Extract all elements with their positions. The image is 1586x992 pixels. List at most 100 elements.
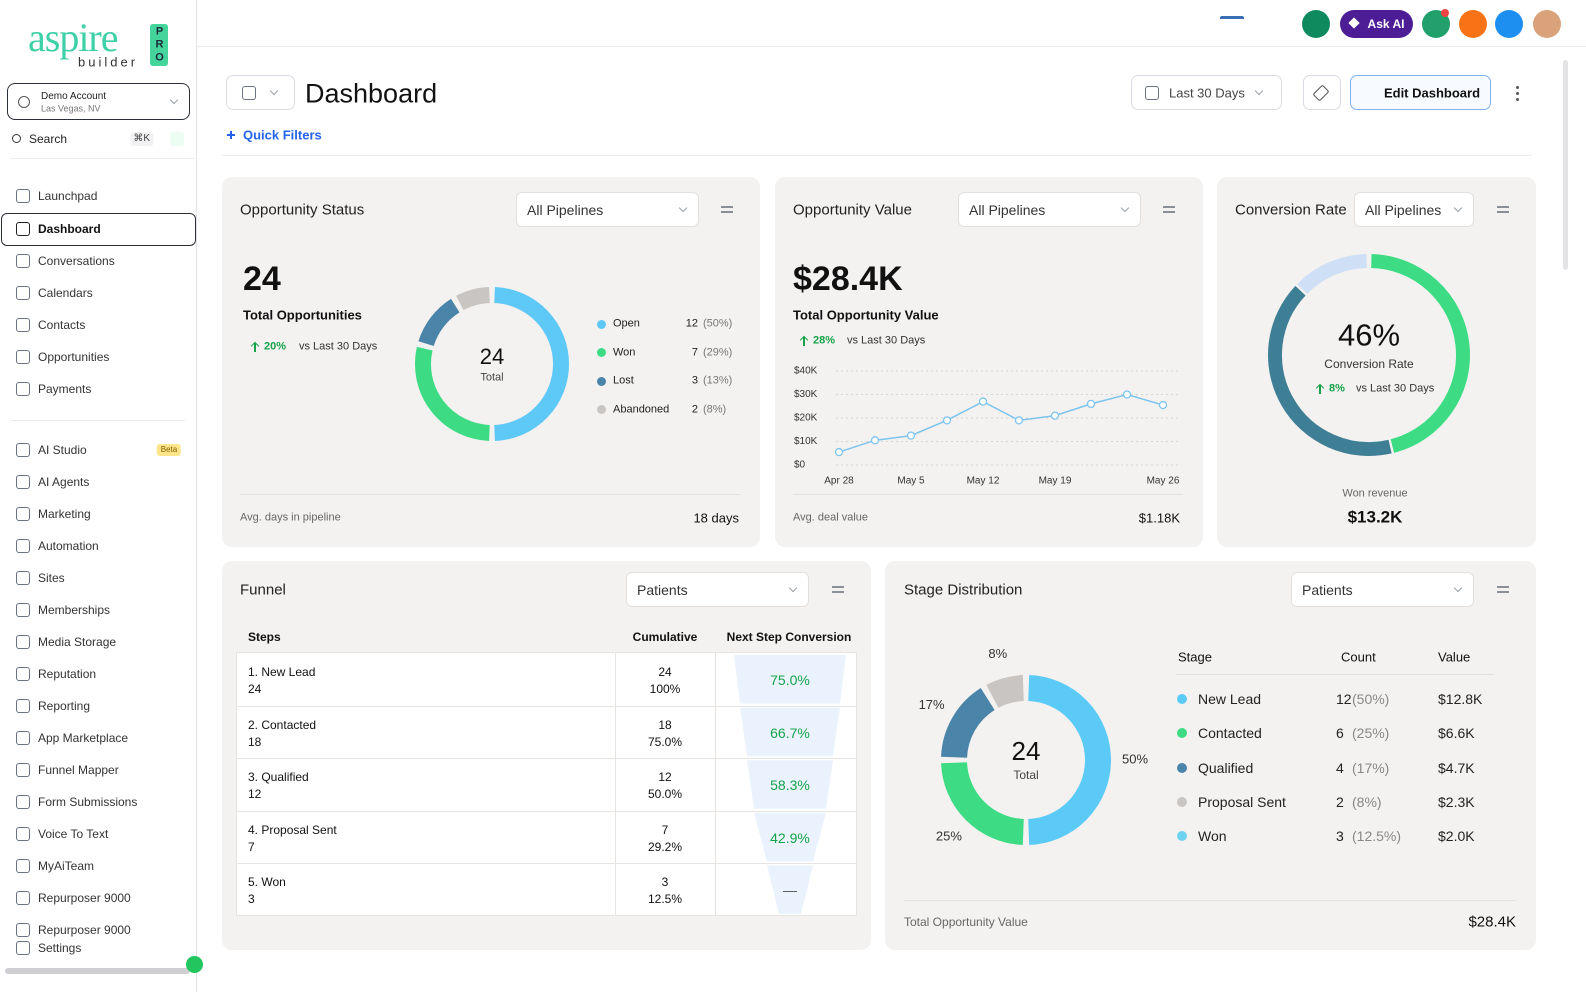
nav-label: Opportunities [38,350,110,364]
nav-item[interactable] [4,934,190,962]
metric-value: 24 [243,260,281,298]
donut-segment [494,287,569,441]
nav-icon [16,941,30,955]
trend-value: 20% [264,340,287,353]
nav-icon [16,731,30,745]
x-tick-label: May 5 [897,476,925,487]
y-tick-label: $40K [794,366,818,377]
card-title: Opportunity Value [793,201,912,219]
notifications-button[interactable] [1459,10,1487,38]
edit-dashboard-button[interactable] [1350,75,1491,110]
account-switcher[interactable] [7,83,190,120]
funnel-step [734,655,846,704]
nav-icon [16,891,30,905]
legend-share: (8%) [703,403,727,415]
card-title: Stage Distribution [904,581,1023,599]
line-chart: $0 $10K $20K $30K $40K Apr 28 May 5 May 12 May 1… [794,366,1180,487]
trend-arrow [803,337,805,346]
logo-badge [150,24,168,66]
gauge-value-label: 46% [1337,317,1401,353]
footer-label: Avg. days in pipeline [240,511,341,524]
footer-value: 18 days [693,510,739,526]
donut-center-label: Total [1013,768,1039,782]
date-range-select[interactable] [1131,75,1282,110]
nav-icon [16,603,30,617]
settings-icon [1163,211,1175,213]
column-header: Value [1438,649,1471,665]
filter-label: All Pipelines [1365,202,1442,218]
filter-select[interactable] [1291,572,1474,607]
stage-share: (25%) [1352,725,1390,742]
stage-count: 6 [1336,725,1344,742]
collapse-button[interactable] [186,956,203,973]
nav-item[interactable] [4,279,190,307]
conversion-rate: 42.9% [770,829,810,846]
donut-segment [415,346,490,441]
logo-tagline: builder [78,54,139,70]
filter-label: All Pipelines [527,202,604,218]
nav-item[interactable] [4,468,190,496]
settings-icon [1497,586,1509,588]
stage-name: New Lead [1198,691,1262,707]
cumulative-count: 24 [658,665,672,679]
filter-select[interactable] [516,192,699,227]
nav-item[interactable] [4,852,190,880]
footer-value: $1.18K [1138,510,1180,526]
x-tick-label: May 26 [1147,476,1180,487]
step-count: 18 [248,734,262,749]
card-title: Opportunity Status [240,201,365,219]
nav-label: Conversations [38,254,115,268]
nav-label: Reputation [38,667,97,681]
card-title: Conversion Rate [1235,201,1347,219]
line-series [838,393,1164,453]
nav-icon [16,382,30,396]
legend-count: 2 [691,403,698,415]
nav-item[interactable] [4,564,190,592]
card-divider [793,494,1183,495]
nav-item[interactable] [4,500,190,528]
stage-value: $2.0K [1438,828,1475,845]
edit-dashboard-label: Edit Dashboard [1383,85,1481,101]
stage-value: $12.8K [1438,691,1483,707]
nav-item[interactable] [4,311,190,339]
donut-label: 17% [919,697,945,712]
filter-select[interactable] [1354,192,1474,227]
logo-badge-text: PRO [153,25,166,65]
donut-chart: 50% 25% 17% 8% [919,646,1148,845]
donut-segment [941,688,996,759]
won-label: Won revenue [1342,487,1408,500]
page-title: Dashboard [305,78,438,109]
step-name: 3. Qualified [248,770,309,785]
nav-icon [16,763,30,777]
row-divider [236,810,857,812]
stage-share: (12.5%) [1352,828,1402,845]
stage-value: $2.3K [1438,793,1475,810]
donut-segment [418,298,460,347]
nav-icon [16,189,30,203]
settings-icon [1497,591,1509,593]
nav-label: Dashboard [38,222,101,236]
nav-item[interactable] [4,692,190,720]
line-point [906,431,916,440]
donut-label: 8% [988,646,1007,661]
nav-item[interactable] [4,375,190,403]
phone-button[interactable] [1302,10,1330,38]
line-point [834,447,844,457]
line-point [1050,411,1060,420]
nav-icon [16,475,30,489]
legend-dot [597,405,606,414]
nav-icon [16,507,30,521]
quick-filters: Quick Filters [243,127,322,143]
pin-button[interactable] [1303,75,1341,110]
trend-arrow [1319,385,1321,394]
nav-item[interactable] [4,660,190,688]
nav-item-active[interactable] [1,213,196,246]
filter-select[interactable] [958,192,1141,227]
card [775,177,1203,547]
layout-toggle[interactable] [226,75,295,110]
avatar[interactable] [1533,10,1561,38]
filter-select[interactable] [626,572,809,607]
card-title: Funnel [240,581,286,599]
help-button[interactable] [1495,10,1523,38]
legend-dot [1177,831,1187,842]
